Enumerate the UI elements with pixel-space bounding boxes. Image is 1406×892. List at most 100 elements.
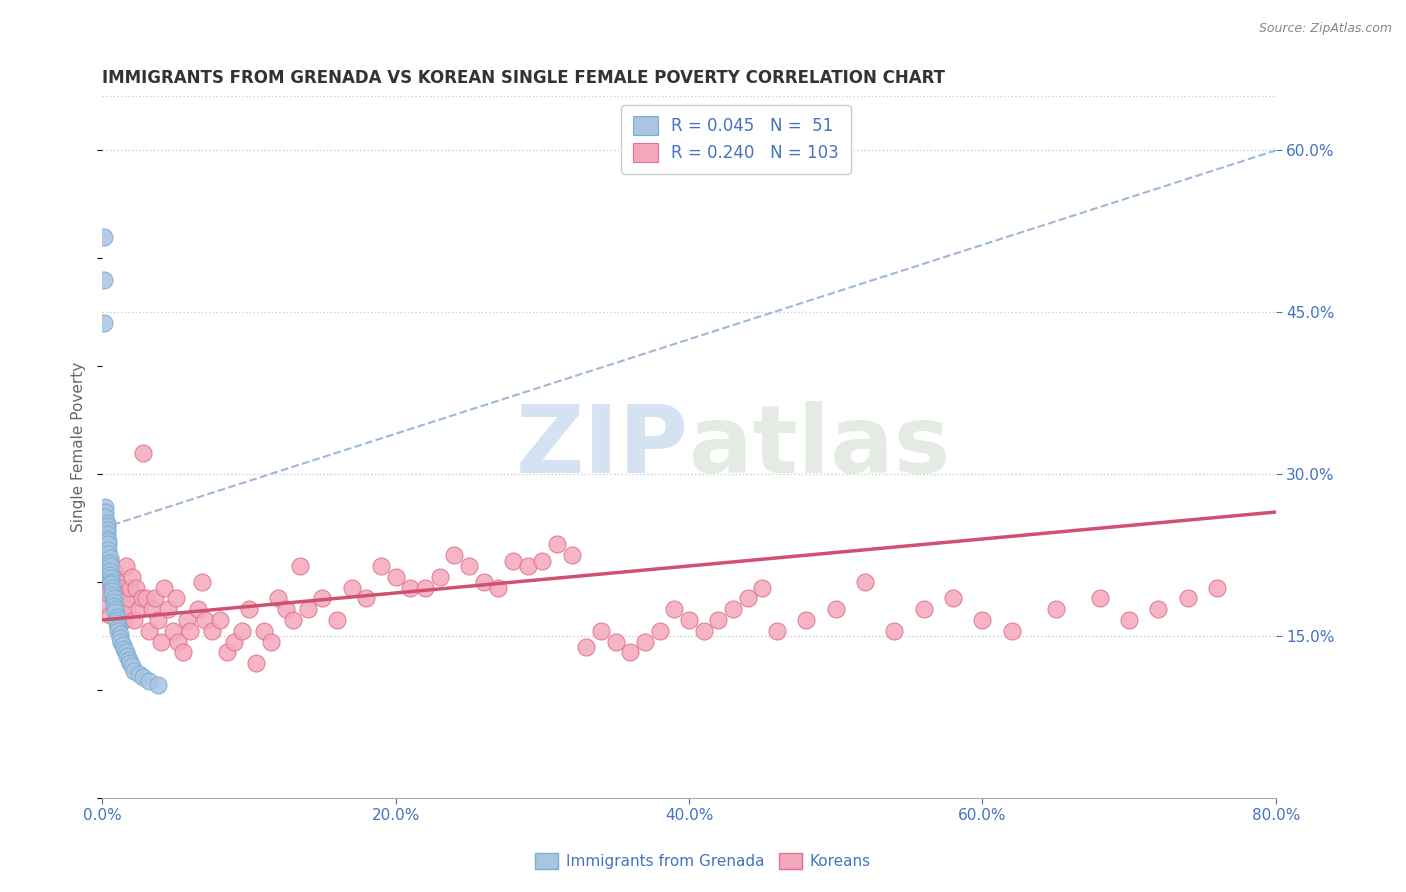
- Point: [93, 229, 115, 244]
- Point: [98, 565, 121, 579]
- Point: [98, 551, 121, 566]
- Point: [274, 602, 297, 616]
- Point: [561, 548, 583, 562]
- Point: [120, 581, 142, 595]
- Point: [707, 613, 730, 627]
- Point: [138, 674, 160, 689]
- Point: [96, 519, 118, 533]
- Point: [121, 659, 143, 673]
- Point: [117, 653, 139, 667]
- Point: [531, 553, 554, 567]
- Point: [516, 559, 538, 574]
- Point: [100, 575, 122, 590]
- Point: [128, 667, 150, 681]
- Point: [824, 602, 846, 616]
- Point: [108, 602, 131, 616]
- Point: [238, 602, 260, 616]
- Point: [103, 599, 125, 613]
- Point: [141, 602, 163, 616]
- Point: [149, 634, 172, 648]
- Point: [648, 624, 671, 638]
- Point: [111, 581, 134, 595]
- Point: [146, 678, 169, 692]
- Point: [486, 581, 509, 595]
- Text: IMMIGRANTS FROM GRENADA VS KOREAN SINGLE FEMALE POVERTY CORRELATION CHART: IMMIGRANTS FROM GRENADA VS KOREAN SINGLE…: [103, 69, 945, 87]
- Point: [737, 591, 759, 606]
- Point: [326, 613, 349, 627]
- Point: [311, 591, 333, 606]
- Point: [413, 581, 436, 595]
- Point: [162, 624, 184, 638]
- Point: [619, 645, 641, 659]
- Point: [252, 624, 274, 638]
- Point: [179, 624, 201, 638]
- Point: [97, 547, 120, 561]
- Point: [97, 542, 120, 557]
- Point: [912, 602, 935, 616]
- Point: [115, 602, 138, 616]
- Point: [472, 575, 495, 590]
- Point: [458, 559, 481, 574]
- Point: [1118, 613, 1140, 627]
- Point: [96, 532, 118, 546]
- Point: [103, 565, 125, 579]
- Point: [101, 583, 124, 598]
- Point: [634, 634, 657, 648]
- Point: [101, 581, 124, 595]
- Point: [589, 624, 612, 638]
- Point: [443, 548, 465, 562]
- Point: [1177, 591, 1199, 606]
- Point: [105, 613, 128, 627]
- Point: [972, 613, 994, 627]
- Point: [115, 648, 138, 663]
- Point: [117, 591, 139, 606]
- Point: [107, 586, 129, 600]
- Point: [664, 602, 686, 616]
- Point: [853, 575, 876, 590]
- Point: [96, 524, 118, 538]
- Point: [105, 609, 128, 624]
- Point: [766, 624, 789, 638]
- Point: [114, 645, 136, 659]
- Point: [1045, 602, 1067, 616]
- Point: [281, 613, 304, 627]
- Point: [96, 526, 118, 541]
- Point: [105, 616, 128, 631]
- Point: [96, 565, 118, 579]
- Point: [104, 597, 127, 611]
- Point: [94, 500, 117, 514]
- Point: [146, 613, 169, 627]
- Legend: R = 0.045   N =  51, R = 0.240   N = 103: R = 0.045 N = 51, R = 0.240 N = 103: [621, 104, 851, 174]
- Point: [153, 581, 176, 595]
- Point: [110, 591, 132, 606]
- Point: [100, 577, 122, 591]
- Point: [111, 638, 134, 652]
- Point: [187, 602, 209, 616]
- Point: [98, 553, 121, 567]
- Y-axis label: Single Female Poverty: Single Female Poverty: [72, 362, 86, 533]
- Point: [167, 634, 190, 648]
- Point: [370, 559, 392, 574]
- Point: [502, 553, 524, 567]
- Text: atlas: atlas: [689, 401, 950, 493]
- Point: [796, 613, 818, 627]
- Point: [138, 624, 160, 638]
- Point: [231, 624, 253, 638]
- Point: [98, 567, 121, 582]
- Point: [260, 634, 283, 648]
- Point: [107, 624, 129, 638]
- Legend: Immigrants from Grenada, Koreans: Immigrants from Grenada, Koreans: [529, 847, 877, 875]
- Point: [104, 606, 127, 620]
- Point: [105, 575, 128, 590]
- Point: [98, 556, 121, 570]
- Point: [93, 316, 115, 330]
- Point: [176, 613, 198, 627]
- Point: [107, 620, 129, 634]
- Point: [108, 632, 131, 646]
- Point: [120, 656, 142, 670]
- Point: [245, 656, 267, 670]
- Point: [546, 537, 568, 551]
- Point: [132, 445, 155, 459]
- Point: [131, 591, 153, 606]
- Point: [721, 602, 744, 616]
